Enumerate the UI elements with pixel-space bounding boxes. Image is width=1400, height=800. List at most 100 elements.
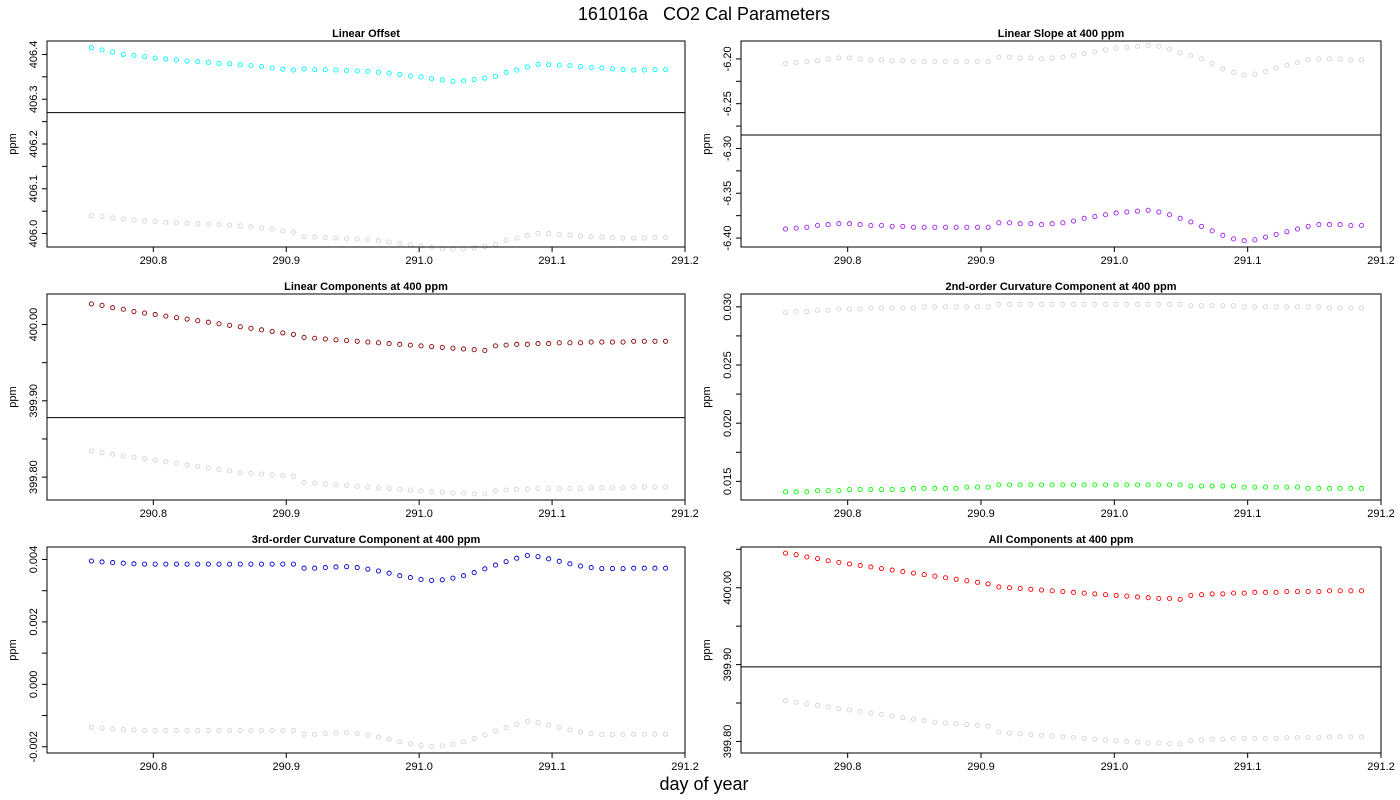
- panel-5-series-2-point: [514, 721, 520, 727]
- panel-1-series-2-point: [110, 215, 116, 221]
- panel-6-series-2-point: [1252, 735, 1258, 741]
- panel-5-series-2-point: [354, 731, 360, 737]
- panel-1-series-2-point: [556, 231, 562, 238]
- panel-6-series-2-point: [878, 712, 885, 718]
- panel-4-series-1-point: [1060, 301, 1066, 308]
- panel-4-series-1-point: [1348, 305, 1354, 311]
- panel-1-series-1-point: [652, 67, 658, 73]
- panel-3-series-1-point: [407, 342, 413, 348]
- panel-4-series-2-point: [1049, 482, 1055, 488]
- panel-1-series-2-point: [599, 234, 605, 240]
- panel-5-series-2-point: [407, 741, 413, 747]
- panel-2-series-2-point: [1113, 210, 1119, 216]
- panel-3-x-tick-label: 290.8: [140, 508, 168, 520]
- panel-5-series-2-point: [535, 720, 541, 726]
- panel-4-series-2-point: [1305, 485, 1311, 491]
- panel-1-series-1-point: [142, 54, 148, 60]
- panel-1-series-1-point: [88, 45, 94, 51]
- panel-1-series-2-point: [152, 218, 158, 225]
- panel-2-x-tick-label: 291.2: [1367, 255, 1395, 267]
- panel-4-series-2-point: [1070, 482, 1077, 488]
- panel-3-series-2-point: [195, 463, 201, 469]
- panel-4-series-1-point: [1134, 301, 1141, 308]
- panel-4-series-1-point: [996, 301, 1002, 308]
- panel-6-series-2-point: [846, 707, 853, 713]
- panel-1-series-2-point: [120, 216, 126, 222]
- figure-title: 161016a CO2 Cal Parameters: [577, 4, 831, 24]
- panel-2-series-1-point: [1220, 66, 1226, 72]
- panel-4-series-2-point: [846, 486, 853, 493]
- panel-6-y-tick-label: 399.80: [722, 725, 734, 759]
- panel-5-series-1-point: [354, 565, 360, 571]
- panel-4-series-2-point: [1188, 483, 1194, 489]
- panel-1-series-2-point: [588, 234, 594, 240]
- panel-5-series-2-point: [195, 727, 201, 734]
- panel-3-series-1-point: [471, 347, 477, 353]
- panel-3-series-2-point: [609, 485, 615, 491]
- panel-5-series-1-point: [365, 566, 371, 572]
- panel-2-series-1-point: [857, 56, 863, 62]
- panel-6-series-1-point: [782, 550, 789, 556]
- panel-3-series-1-point: [567, 340, 573, 346]
- panel-4-series-2-point: [1337, 485, 1343, 491]
- panel-1-series-1-point: [631, 67, 637, 73]
- panel-6-series-1-point: [1230, 590, 1237, 596]
- panel-6-series-1-point: [900, 569, 906, 575]
- panel-4-series-1-point: [1070, 301, 1077, 308]
- panel-4-series-1-point: [921, 304, 927, 310]
- panel-5-series-2-point: [492, 728, 499, 734]
- panel-1-series-2-point: [99, 213, 105, 220]
- panel-3-series-1-point: [641, 338, 647, 344]
- panel-4-series-1-point: [1305, 304, 1311, 310]
- panel-6-series-1-point: [804, 554, 810, 560]
- panel-2-series-2-point: [1305, 223, 1311, 229]
- panel-1-series-1-point: [280, 66, 286, 72]
- panel-5-series-1-point: [248, 561, 254, 567]
- panel-1-series-1-point: [375, 69, 382, 75]
- panel-6-series-2-point: [964, 722, 970, 728]
- panel-2-y-tick-label: -6.20: [722, 46, 734, 71]
- panel-2-series-2-point: [857, 222, 863, 228]
- panel-5-series-1-point: [280, 561, 286, 567]
- panel-3-series-2-point: [535, 486, 541, 492]
- panel-4-series-2-point: [964, 484, 970, 490]
- panel-2-series-2-point: [1252, 237, 1258, 243]
- panel-5-series-1-point: [163, 561, 169, 567]
- panel-2-series-2-point: [1017, 221, 1023, 227]
- panel-4-series-1-point: [1198, 303, 1205, 309]
- panel-6-series-1-point: [793, 552, 799, 558]
- panel-4-series-2-point: [1006, 482, 1013, 488]
- panel-4-series-1-point: [782, 310, 789, 316]
- panel-3-series-1-point: [237, 324, 243, 330]
- panel-6-series-2-point: [1060, 734, 1066, 740]
- panel-2-series-2-point: [1060, 220, 1066, 226]
- panel-2-series-1-point: [974, 59, 981, 65]
- panel-3-series-1-point: [205, 319, 211, 325]
- panel-2-series-2-point: [1134, 208, 1141, 214]
- panel-6-series-2-point: [1262, 735, 1269, 741]
- panel-3-series-2-point: [556, 486, 562, 492]
- panel-1-series-2-point: [631, 235, 637, 241]
- panel-5-series-1-point: [514, 555, 520, 561]
- panel-6-series-1-point: [1102, 592, 1109, 598]
- panel-5-x-tick-label: 291.0: [405, 761, 433, 773]
- panel-1-series-1-point: [503, 69, 509, 75]
- panel-5-series-1-point: [184, 561, 190, 567]
- panel-4-series-2-point: [814, 488, 821, 494]
- panel-4-series-2-point: [985, 484, 991, 490]
- panel-1-series-1-point: [418, 74, 424, 80]
- panel-6-frame: [740, 546, 1382, 754]
- panel-3-series-1-point: [418, 343, 424, 349]
- panel-1-series-2-point: [290, 229, 296, 235]
- panel-3-series-2-point: [354, 483, 360, 489]
- panel-6-series-2-point: [857, 708, 863, 715]
- panel-4-series-1-point: [1358, 305, 1365, 311]
- panel-4-x-tick-label: 291.2: [1367, 508, 1395, 520]
- panel-6-series-2-point: [1294, 735, 1301, 741]
- panel-6-series-2-point: [1017, 731, 1023, 737]
- panel-4-series-1-point: [889, 305, 895, 311]
- panel-3-series-2-point: [120, 453, 126, 459]
- panel-1-series-2-point: [322, 235, 328, 241]
- panel-2-series-1-point: [1284, 62, 1290, 68]
- panel-2-series-2-point: [1209, 228, 1215, 234]
